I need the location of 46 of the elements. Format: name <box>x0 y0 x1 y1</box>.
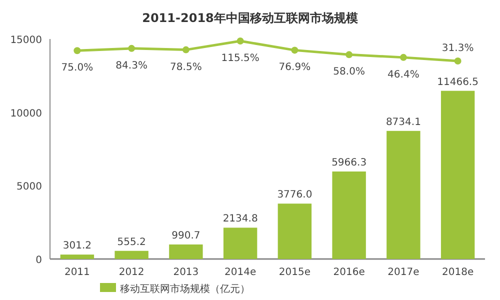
point <box>291 46 298 54</box>
data-label: 5966.3 <box>332 157 367 168</box>
data-label: 301.2 <box>62 240 92 252</box>
point <box>346 51 353 58</box>
x-tick-label: 2017e <box>388 267 420 278</box>
chart-title: 2011-2018年中国移动互联网市场规模 <box>142 11 358 25</box>
point <box>454 58 462 65</box>
y-tick-label: 15000 <box>10 35 42 46</box>
data-label: 555.2 <box>117 236 146 248</box>
data-label: 76.9% <box>278 62 311 74</box>
x-tick-label: 2012 <box>118 267 144 278</box>
data-label: 990.7 <box>172 230 200 242</box>
bar <box>114 250 148 259</box>
data-label: 78.5% <box>170 62 202 73</box>
x-tick-label: 2013 <box>173 267 199 278</box>
bar <box>278 204 312 259</box>
point <box>182 46 190 54</box>
y-tick-label: 0 <box>36 255 42 266</box>
bar <box>332 171 366 259</box>
data-label: 75.0% <box>61 62 94 74</box>
point <box>74 47 81 54</box>
x-tick-label: 2014e <box>224 267 256 278</box>
bar <box>60 254 94 259</box>
data-label: 58.0% <box>333 66 365 78</box>
data-label: 11466.5 <box>437 76 478 88</box>
y-tick-label: 10000 <box>10 108 42 120</box>
data-label: 3776.0 <box>277 190 312 201</box>
point <box>236 38 244 45</box>
point <box>128 44 136 52</box>
bar <box>440 90 475 259</box>
x-tick-label: 2018e <box>442 267 474 278</box>
x-tick-label: 2016e <box>333 267 365 278</box>
x-tick-label: 2011 <box>64 267 90 278</box>
y-tick-label: 5000 <box>16 182 42 193</box>
bar <box>386 130 420 259</box>
point <box>400 54 407 61</box>
data-label: 115.5% <box>221 53 260 64</box>
bar <box>169 244 203 259</box>
data-label: 46.4% <box>388 69 420 80</box>
data-label: 8734.1 <box>386 116 421 128</box>
bar <box>223 228 258 259</box>
data-label: 84.3% <box>116 60 148 72</box>
data-label: 2134.8 <box>222 214 258 225</box>
legend-label: 移动互联网市场规模（亿元） <box>120 283 250 295</box>
data-label: 31.3% <box>442 43 474 54</box>
x-tick-label: 2015e <box>278 267 310 278</box>
